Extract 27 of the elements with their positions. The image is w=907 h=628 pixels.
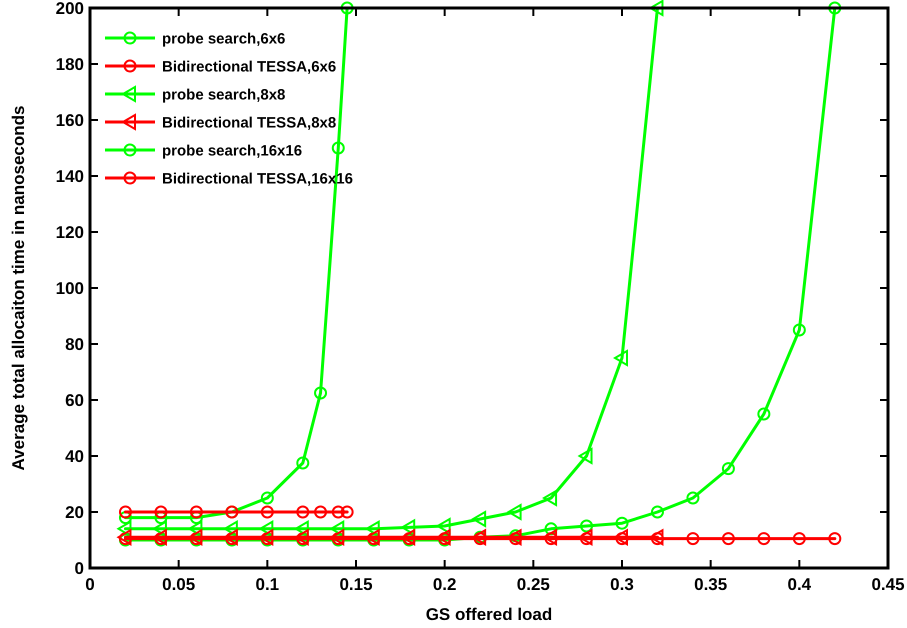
x-tick-label: 0.3 bbox=[610, 575, 634, 594]
legend-label: Bidirectional TESSA,8x8 bbox=[162, 114, 336, 132]
legend-label: probe search,16x16 bbox=[162, 142, 302, 160]
y-tick-label: 100 bbox=[56, 278, 84, 298]
x-tick-label: 0.1 bbox=[256, 575, 280, 594]
y-tick-label: 60 bbox=[65, 390, 84, 410]
legend-label: probe search,8x8 bbox=[162, 86, 286, 104]
x-axis-title: GS offered load bbox=[426, 605, 552, 624]
y-tick-label: 20 bbox=[65, 502, 84, 522]
y-axis-title: Average total allocaiton time in nanoseconds bbox=[9, 106, 28, 470]
x-tick-label: 0.25 bbox=[516, 575, 550, 594]
legend-label: Bidirectional TESSA,6x6 bbox=[162, 58, 336, 76]
x-tick-label: 0.35 bbox=[694, 575, 728, 594]
x-tick-label: 0.2 bbox=[432, 575, 456, 594]
x-tick-label: 0.05 bbox=[162, 575, 196, 594]
y-tick-label: 0 bbox=[74, 558, 84, 578]
y-tick-label: 120 bbox=[56, 222, 84, 242]
y-tick-label: 180 bbox=[56, 54, 84, 74]
y-tick-label: 160 bbox=[56, 110, 84, 130]
y-tick-label: 140 bbox=[56, 166, 84, 186]
x-tick-label: 0.15 bbox=[339, 575, 373, 594]
y-tick-label: 80 bbox=[65, 334, 84, 354]
y-tick-label: 200 bbox=[56, 0, 84, 18]
x-tick-label: 0.4 bbox=[788, 575, 812, 594]
x-tick-label: 0.45 bbox=[871, 575, 905, 594]
legend-label: probe search,6x6 bbox=[162, 30, 286, 48]
y-tick-label: 40 bbox=[65, 446, 84, 466]
